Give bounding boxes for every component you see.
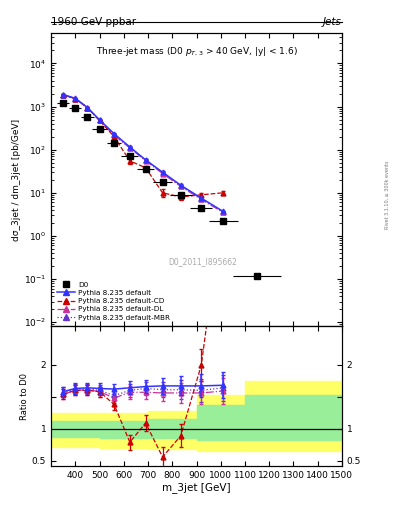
Text: Three-jet mass (D0 $p_{T,3}$ > 40 GeV, |y| < 1.6): Three-jet mass (D0 $p_{T,3}$ > 40 GeV, |… <box>95 45 298 58</box>
Text: Rivet 3.1.10, ≥ 300k events: Rivet 3.1.10, ≥ 300k events <box>385 160 389 229</box>
Text: 1960 GeV ppbar: 1960 GeV ppbar <box>51 16 136 27</box>
Text: Jets: Jets <box>323 16 342 27</box>
Y-axis label: dσ_3jet / dm_3jet [pb/GeV]: dσ_3jet / dm_3jet [pb/GeV] <box>12 119 21 241</box>
Text: D0_2011_I895662: D0_2011_I895662 <box>168 258 237 266</box>
Y-axis label: Ratio to D0: Ratio to D0 <box>20 373 29 420</box>
Legend: D0, Pythia 8.235 default, Pythia 8.235 default-CD, Pythia 8.235 default-DL, Pyth: D0, Pythia 8.235 default, Pythia 8.235 d… <box>55 280 172 323</box>
X-axis label: m_3jet [GeV]: m_3jet [GeV] <box>162 482 231 494</box>
